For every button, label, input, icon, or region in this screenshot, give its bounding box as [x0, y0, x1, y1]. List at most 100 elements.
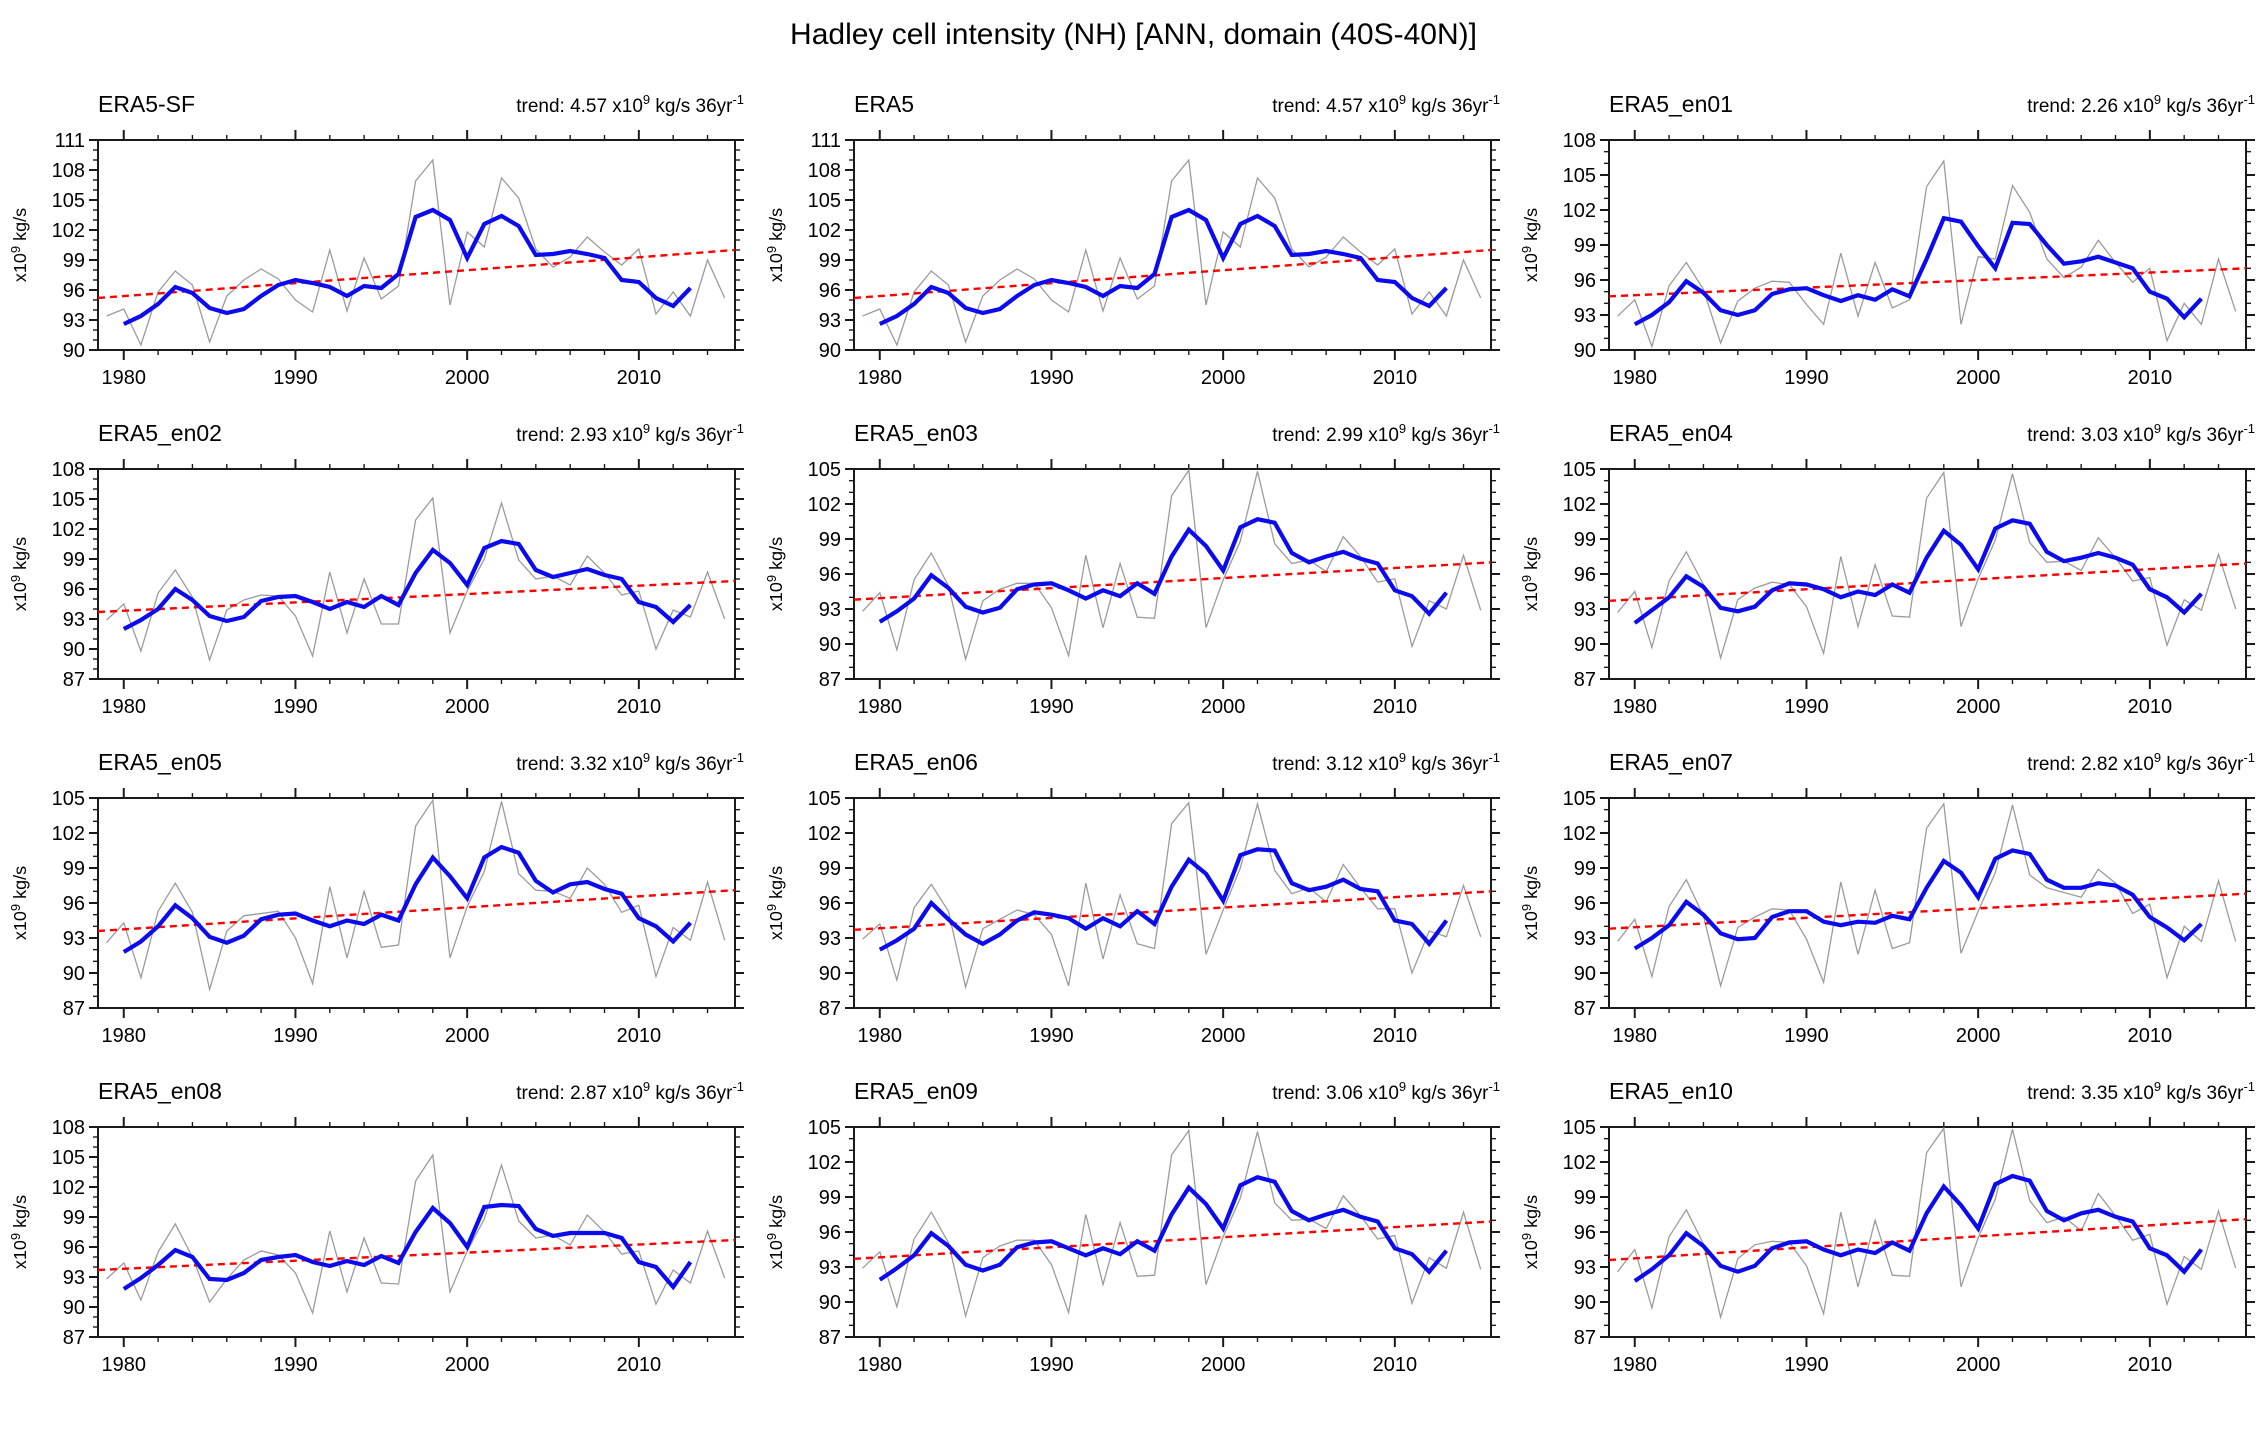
- panel-trend-label: trend: 3.32 x109 kg/s 36yr-1: [516, 750, 744, 775]
- annual-series-line: [106, 496, 726, 663]
- y-tick-label: 105: [52, 489, 85, 511]
- y-tick-label: 93: [63, 310, 85, 332]
- panel-ERA5_en03: 87 90 93 96 99 102 105 1980 1990 2000 2010 ERA5_en0…: [756, 411, 1512, 740]
- x-tick-label: 2010: [2128, 1354, 2172, 1376]
- panel-chart: 87 90 93 96 99 102 105 1980 1990 2000 2010 ERA5_en0…: [1519, 420, 2255, 718]
- x-tick-label: 1980: [1613, 1354, 1657, 1376]
- y-tick-label: 108: [52, 1117, 85, 1139]
- smoothed-series-line: [1633, 848, 2204, 951]
- panel-title: ERA5_en07: [1609, 749, 1733, 775]
- panel-trend-label: trend: 4.57 x109 kg/s 36yr-1: [516, 92, 744, 117]
- x-tick-label: 2000: [1201, 1025, 1245, 1047]
- plot-box: [852, 139, 1492, 351]
- smoothed-series-line: [878, 847, 1448, 952]
- panel-title: ERA5: [854, 91, 914, 117]
- y-tick-label: 102: [807, 1152, 840, 1174]
- y-tick-label: 105: [52, 190, 85, 212]
- y-tick-label: 99: [1574, 1187, 1596, 1209]
- y-tick-label: 102: [52, 519, 85, 541]
- x-tick-label: 2000: [445, 696, 489, 718]
- smoothed-series-line: [122, 538, 692, 631]
- plot-box: [852, 468, 1492, 680]
- y-axis-unit-label: x109 kg/s: [764, 866, 786, 940]
- y-tick-label: 87: [63, 998, 85, 1020]
- y-tick-label: 105: [807, 788, 840, 810]
- y-tick-label: 93: [1574, 599, 1596, 621]
- y-tick-label: 111: [55, 130, 85, 152]
- x-tick-label: 1980: [102, 367, 146, 389]
- panel-ERA5_en05: 87 90 93 96 99 102 105 1980 1990 2000 2010 ERA5_en0…: [0, 740, 756, 1069]
- panel-trend-label: trend: 2.82 x109 kg/s 36yr-1: [2027, 750, 2255, 775]
- y-tick-label: 93: [1574, 928, 1596, 950]
- x-tick-label: 1990: [273, 696, 317, 718]
- smoothed-series-line: [1633, 518, 2204, 625]
- y-tick-label: 93: [63, 609, 85, 631]
- x-tick-label: 2000: [445, 1025, 489, 1047]
- y-tick-label: 102: [1563, 200, 1596, 222]
- panel-chart: 90 93 96 99 102 105 108 1980 1990 2000 2010 ERA5_en…: [1519, 91, 2255, 389]
- y-tick-label: 87: [63, 1327, 85, 1349]
- y-tick-label: 108: [1563, 130, 1596, 152]
- y-tick-label: 99: [63, 1207, 85, 1229]
- x-tick-label: 2010: [2128, 367, 2172, 389]
- trend-value: 2.99: [1326, 425, 1363, 446]
- trend-value: 2.82: [2081, 754, 2118, 775]
- panel-title: ERA5_en03: [854, 420, 978, 446]
- plot-box: [96, 1126, 736, 1338]
- y-tick-label: 96: [818, 564, 840, 586]
- y-axis-unit-label: x109 kg/s: [8, 208, 30, 282]
- y-tick-label: 90: [1574, 963, 1596, 985]
- y-tick-label: 93: [63, 1267, 85, 1289]
- y-tick-label: 96: [1574, 270, 1596, 292]
- y-tick-label: 99: [818, 529, 840, 551]
- y-tick-label: 99: [63, 858, 85, 880]
- panel-title: ERA5_en10: [1609, 1078, 1733, 1104]
- trend-line: [1609, 892, 2247, 930]
- x-tick-label: 1980: [1613, 1025, 1657, 1047]
- panel-trend-label: trend: 3.06 x109 kg/s 36yr-1: [1272, 1079, 1500, 1104]
- x-tick-label: 1990: [273, 1354, 317, 1376]
- panel-chart: 87 90 93 96 99 102 105 108 1980 1990 2000 2010 ERA5_…: [8, 1078, 744, 1376]
- x-tick-label: 1980: [102, 696, 146, 718]
- smoothed-series-line: [878, 517, 1448, 624]
- annual-series-line: [1617, 470, 2237, 661]
- plot-box: [96, 797, 736, 1009]
- x-tick-label: 2010: [617, 1025, 661, 1047]
- panel-trend-label: trend: 2.26 x109 kg/s 36yr-1: [2027, 92, 2255, 117]
- panel-trend-label: trend: 2.87 x109 kg/s 36yr-1: [516, 1079, 744, 1104]
- panel-ERA5-SF: 90 93 96 99 102 105 108 111 1980 1990 2000 2010 ERA5…: [0, 82, 756, 411]
- trend-line: [97, 579, 736, 614]
- x-tick-label: 1990: [1029, 1354, 1073, 1376]
- panel-trend-label: trend: 3.03 x109 kg/s 36yr-1: [2027, 421, 2255, 446]
- y-tick-label: 93: [1574, 1257, 1596, 1279]
- x-tick-label: 2000: [1201, 367, 1245, 389]
- y-tick-label: 99: [818, 250, 840, 272]
- y-axis-unit-label: x109 kg/s: [764, 1195, 786, 1269]
- y-tick-label: 96: [818, 893, 840, 915]
- y-axis-unit-label: x109 kg/s: [8, 1195, 30, 1269]
- annual-series-line: [106, 158, 726, 347]
- panel-trend-label: trend: 4.57 x109 kg/s 36yr-1: [1272, 92, 1500, 117]
- panel-chart: 87 90 93 96 99 102 105 1980 1990 2000 2010 ERA5_en1…: [1519, 1078, 2255, 1376]
- trend-value: 3.35: [2081, 1083, 2118, 1104]
- y-tick-label: 99: [818, 858, 840, 880]
- trend-value: 2.87: [570, 1083, 607, 1104]
- panel-ERA5_en01: 90 93 96 99 102 105 108 1980 1990 2000 2010 ERA5_en…: [1511, 82, 2267, 411]
- trend-line: [1609, 1217, 2247, 1262]
- annual-series-line: [861, 468, 1481, 662]
- trend-value: 3.03: [2081, 425, 2118, 446]
- y-axis-unit-label: x109 kg/s: [1519, 866, 1541, 940]
- annual-series-line: [106, 798, 726, 992]
- x-tick-label: 1980: [1613, 696, 1657, 718]
- x-tick-label: 1990: [1029, 367, 1073, 389]
- panel-grid: 90 93 96 99 102 105 108 111 1980 1990 2000 2010 ERA5…: [0, 82, 2267, 1398]
- trend-line: [1609, 562, 2247, 603]
- y-axis-unit-label: x109 kg/s: [764, 208, 786, 282]
- x-tick-label: 2010: [2128, 696, 2172, 718]
- y-tick-label: 87: [818, 669, 840, 691]
- plot-box: [1608, 139, 2248, 351]
- y-tick-label: 90: [63, 639, 85, 661]
- panel-title: ERA5_en02: [98, 420, 222, 446]
- y-tick-label: 105: [1563, 788, 1596, 810]
- y-tick-label: 96: [1574, 1222, 1596, 1244]
